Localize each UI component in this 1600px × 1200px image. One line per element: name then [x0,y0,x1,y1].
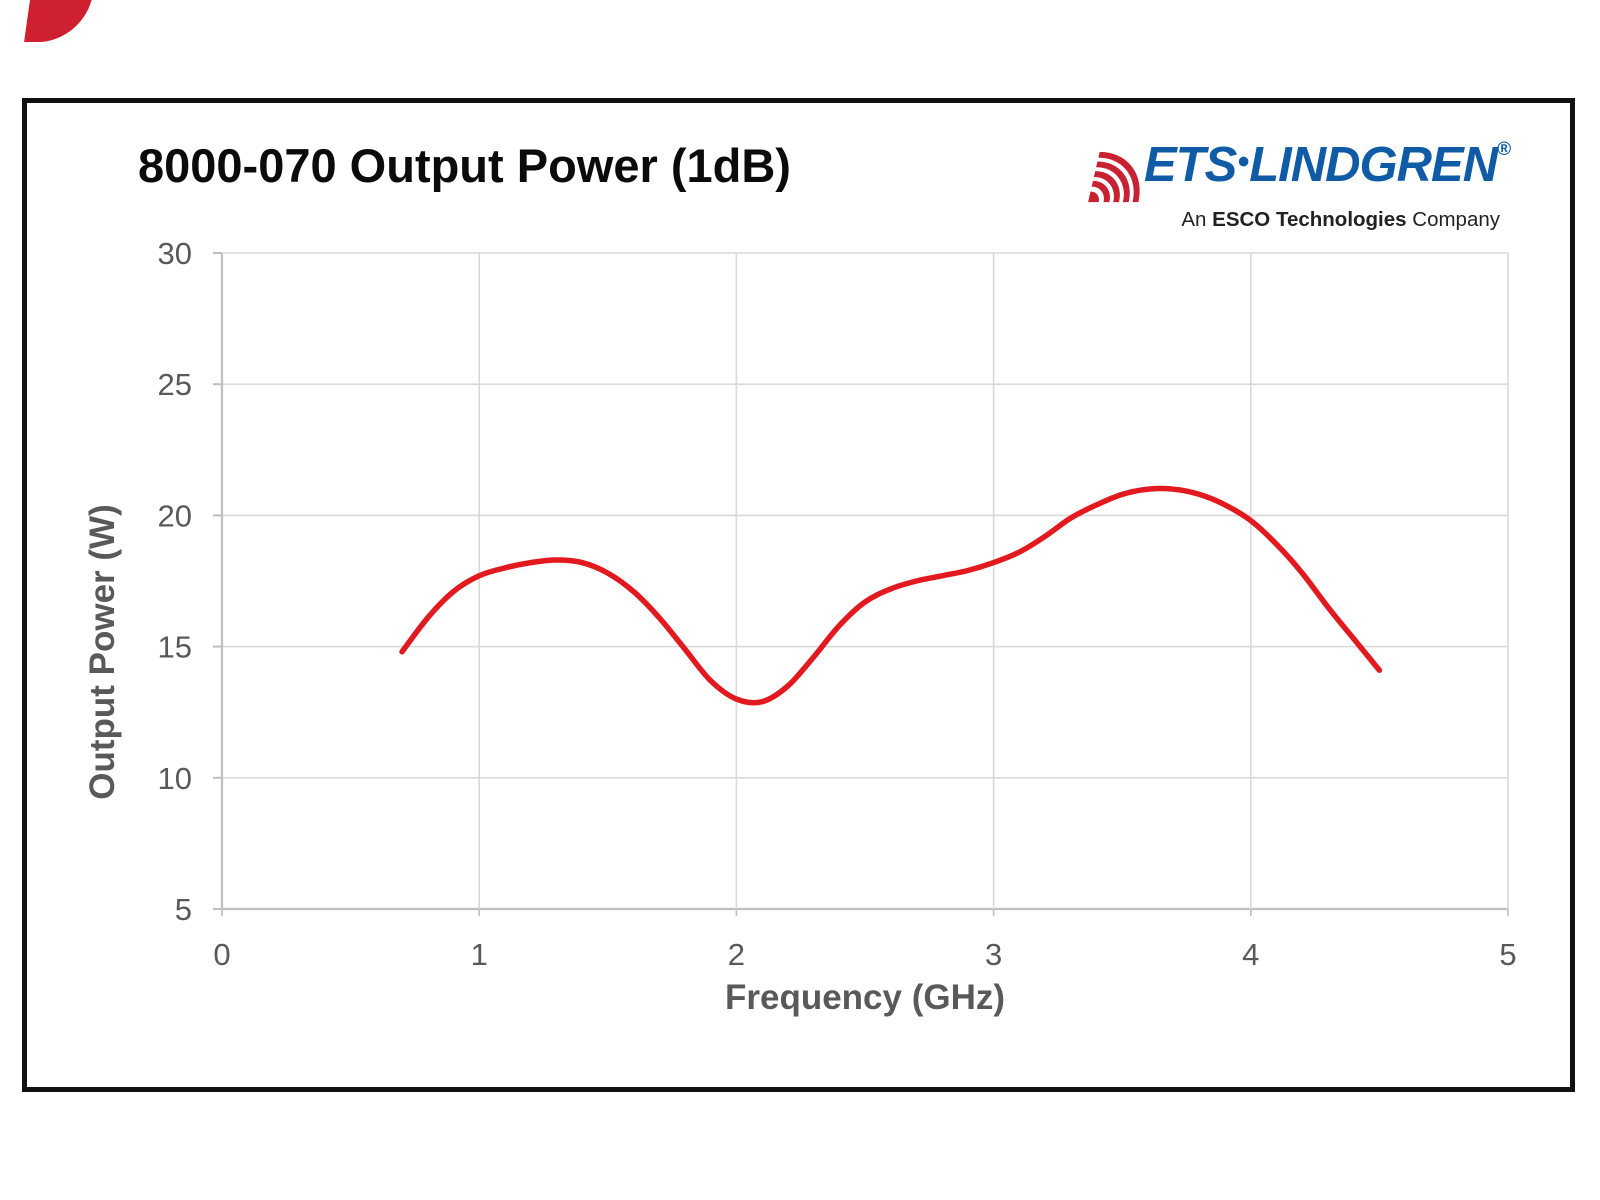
tagline-esco: ESCO Technologies [1212,208,1407,231]
logo-lindgren-text: LINDGREN [1249,138,1498,192]
registered-mark: ® [1497,139,1512,160]
x-axis-title: Frequency (GHz) [724,978,1006,1017]
y-axis-title: Output Power (W) [83,504,122,800]
tagline-prefix: An [1181,208,1213,231]
radio-waves-icon [1088,151,1140,203]
logo-ets-text: ETS [1144,138,1237,192]
chart-title: 8000-070 Output Power (1dB) [138,139,791,192]
logo-dot: • [1237,143,1249,181]
logo-tagline: An ESCO Technologies Company [1086,208,1506,232]
tagline-suffix: Company [1406,208,1500,231]
logo-wordmark: ETS•LINDGREN® [1144,138,1512,192]
ets-lindgren-logo: ETS•LINDGREN® An ESCO Technologies Compa… [1086,139,1511,232]
slide-border [22,98,1575,1092]
top-left-red-artifact [24,0,94,42]
